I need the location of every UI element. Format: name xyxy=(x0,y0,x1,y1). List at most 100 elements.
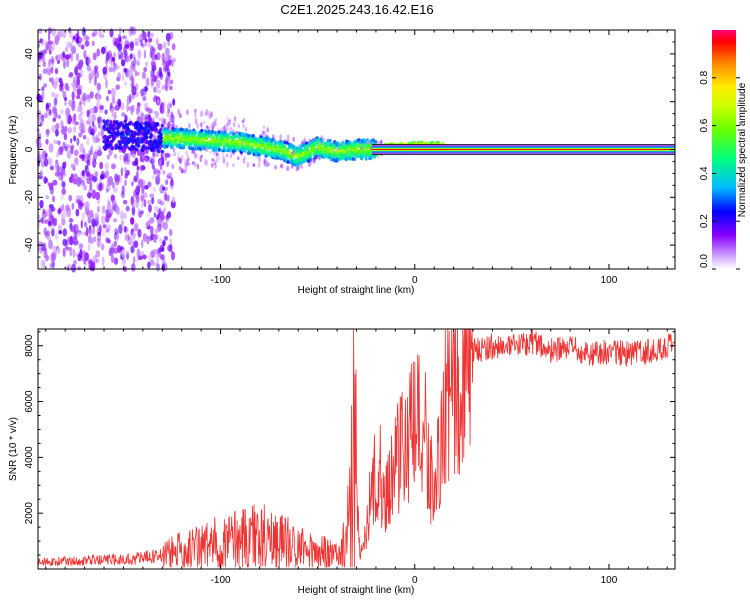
noise-cell xyxy=(131,181,134,187)
ridge-cell xyxy=(278,149,282,153)
ridge-cell xyxy=(181,146,185,150)
noise-cell xyxy=(153,86,157,93)
noise-cell xyxy=(150,69,155,78)
noise-cell xyxy=(88,258,93,265)
noise-cell xyxy=(41,86,45,92)
spread-cell xyxy=(226,122,229,127)
noise-cell xyxy=(76,232,81,237)
noise-cell xyxy=(87,126,92,134)
noise-cell xyxy=(51,125,57,133)
noise-cell xyxy=(149,193,155,198)
noise-cell xyxy=(95,171,98,179)
noise-cell xyxy=(85,171,91,177)
noise-cell xyxy=(39,170,44,177)
y-tick-label: -40 xyxy=(24,237,35,252)
noise-cell xyxy=(162,240,166,247)
spread-cell xyxy=(232,163,235,167)
noise-cell xyxy=(70,225,74,233)
spread-cell xyxy=(274,165,277,170)
noise-cell xyxy=(48,220,52,227)
snr-series-line xyxy=(37,328,676,569)
noise-cell xyxy=(127,106,132,111)
spread-cell xyxy=(203,120,206,124)
spread-cell xyxy=(242,123,245,128)
noise-cell xyxy=(159,210,165,220)
noise-cell xyxy=(55,123,60,131)
noise-cell xyxy=(165,32,171,42)
noise-cell xyxy=(44,152,48,159)
noise-cell xyxy=(114,153,117,159)
ridge-cell xyxy=(142,144,146,148)
noise-cell xyxy=(58,172,63,181)
ridge-cell xyxy=(179,127,183,131)
spread-cell xyxy=(244,126,248,132)
spread-cell xyxy=(186,109,189,116)
noise-cell xyxy=(156,263,161,272)
spread-cell xyxy=(167,160,170,164)
noise-cell xyxy=(42,208,46,215)
noise-cell xyxy=(120,167,124,177)
noise-cell xyxy=(159,72,164,81)
noise-cell xyxy=(60,193,65,200)
spread-cell xyxy=(292,137,296,142)
noise-cell xyxy=(136,248,141,257)
noise-cell xyxy=(111,98,116,105)
spread-cell xyxy=(261,130,265,136)
spread-cell xyxy=(167,108,171,114)
noise-cell xyxy=(69,176,73,183)
noise-cell xyxy=(108,66,114,73)
spread-cell xyxy=(159,170,163,175)
spread-cell xyxy=(180,154,184,162)
noise-cell xyxy=(132,231,136,241)
noise-cell xyxy=(108,176,113,186)
noise-cell xyxy=(144,114,150,120)
noise-cell xyxy=(70,42,73,48)
spectrogram-y-label: Frequency (Hz) xyxy=(8,116,19,185)
noise-cell xyxy=(147,30,151,38)
noise-cell xyxy=(130,82,135,89)
noise-cell xyxy=(129,53,133,60)
noise-cell xyxy=(113,187,118,194)
noise-cell xyxy=(123,225,127,233)
ridge-cell xyxy=(150,133,154,138)
noise-cell xyxy=(99,182,103,190)
noise-cell xyxy=(75,208,80,217)
noise-cell xyxy=(76,108,79,113)
noise-cell xyxy=(68,73,73,78)
noise-cell xyxy=(60,213,64,221)
noise-cell xyxy=(126,55,129,63)
noise-cell xyxy=(122,212,128,220)
noise-cell xyxy=(83,49,87,59)
noise-cell xyxy=(128,27,133,37)
noise-cell xyxy=(60,119,64,127)
noise-cell xyxy=(170,251,176,261)
stable-line-band xyxy=(372,149,675,150)
noise-cell xyxy=(169,85,173,91)
ridge-cell xyxy=(123,119,127,124)
x-tick-label: -100 xyxy=(211,575,231,586)
noise-cell xyxy=(126,95,131,105)
ridge-cell xyxy=(373,139,378,144)
ridge-cell xyxy=(256,144,260,149)
noise-cell xyxy=(65,204,70,212)
noise-cell xyxy=(145,61,149,67)
spread-cell xyxy=(237,123,240,129)
noise-cell xyxy=(85,200,90,210)
spread-cell xyxy=(322,137,326,141)
noise-cell xyxy=(156,71,160,79)
spread-cell xyxy=(229,126,232,131)
noise-cell xyxy=(165,217,170,222)
noise-cell xyxy=(123,45,127,56)
noise-cell xyxy=(91,213,95,219)
noise-cell xyxy=(74,66,78,76)
noise-cell xyxy=(153,76,158,82)
spread-cell xyxy=(188,162,191,166)
noise-cell xyxy=(140,89,145,99)
spread-cell xyxy=(266,127,270,133)
ridge-cell xyxy=(115,120,119,124)
noise-cell xyxy=(76,88,82,96)
noise-cell xyxy=(119,154,122,161)
x-tick-label: 0 xyxy=(412,275,418,286)
noise-cell xyxy=(87,216,92,224)
noise-cell xyxy=(89,209,94,219)
